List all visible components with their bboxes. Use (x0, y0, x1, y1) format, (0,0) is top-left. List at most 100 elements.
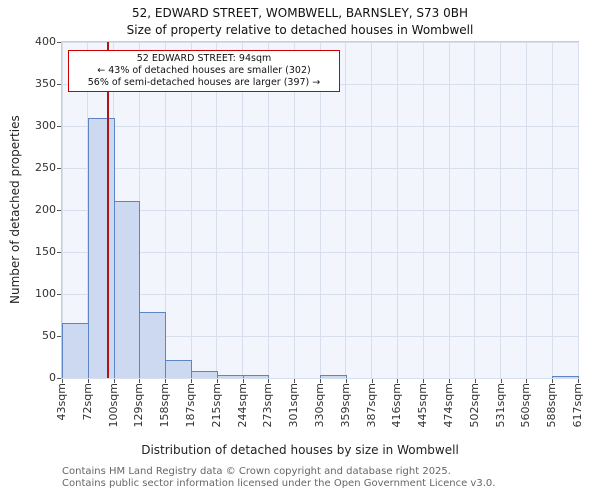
y-tick-label: 400 (35, 35, 56, 48)
x-tick-label: 445sqm (416, 383, 430, 428)
x-tick-label: 215sqm (209, 383, 223, 428)
grid-line-vertical (577, 42, 579, 378)
x-tick-label: 100sqm (106, 383, 120, 428)
histogram-bar (87, 117, 115, 378)
grid-line-vertical (345, 42, 347, 378)
footer-line-2: Contains public sector information licen… (62, 477, 496, 489)
x-tick-mark (449, 379, 450, 383)
x-tick-mark (526, 379, 528, 383)
footer-line-1: Contains HM Land Registry data © Crown c… (62, 466, 451, 477)
grid-line-vertical (500, 42, 502, 378)
y-tick-label: 250 (35, 161, 56, 174)
histogram-bar (191, 371, 218, 378)
grid-line-vertical (396, 42, 398, 378)
marker-line (107, 42, 109, 378)
grid-line-vertical (267, 42, 269, 378)
y-tick-mark (57, 336, 61, 337)
y-tick-mark (57, 84, 61, 85)
x-tick-mark (62, 379, 63, 383)
y-tick-mark (57, 294, 61, 295)
annotation-line-1: 52 EDWARD STREET: 94sqm (136, 53, 272, 64)
histogram-bar (216, 375, 244, 378)
histogram-bar (62, 323, 89, 378)
y-tick-mark (57, 42, 61, 43)
title-line-2: Size of property relative to detached ho… (126, 23, 474, 37)
title-line-1: 52, EDWARD STREET, WOMBWELL, BARNSLEY, S… (131, 6, 469, 20)
grid-line-horizontal (62, 377, 578, 379)
grid-line-vertical (551, 42, 553, 378)
y-tick-label: 0 (49, 371, 56, 384)
x-tick-label: 273sqm (261, 383, 275, 428)
y-tick-label: 100 (35, 287, 56, 300)
y-tick-mark (57, 210, 61, 211)
x-tick-label: 474sqm (442, 383, 455, 428)
x-tick-mark (139, 379, 141, 383)
histogram-bar (165, 359, 192, 378)
grid-line-vertical (242, 42, 244, 378)
histogram-bar (139, 312, 167, 378)
x-tick-label: 187sqm (184, 383, 197, 428)
x-tick-mark (474, 379, 476, 383)
x-tick-label: 72sqm (80, 383, 94, 421)
x-tick-mark (320, 379, 321, 383)
histogram-bar (113, 200, 141, 378)
y-tick-mark (57, 126, 61, 127)
x-tick-label: 359sqm (338, 383, 352, 428)
x-tick-label: 244sqm (235, 383, 249, 428)
x-tick-label: 531sqm (493, 383, 507, 428)
x-tick-label: 502sqm (467, 383, 481, 428)
x-tick-label: 560sqm (519, 383, 533, 428)
chart-title: 52, EDWARD STREET, WOMBWELL, BARNSLEY, S… (0, 5, 600, 39)
y-tick-label: 300 (35, 119, 56, 132)
grid-line-vertical (61, 42, 63, 378)
x-tick-mark (578, 379, 579, 383)
y-tick-label: 200 (35, 203, 56, 216)
x-tick-label: 330sqm (313, 383, 326, 428)
grid-line-vertical (448, 42, 450, 378)
x-tick-mark (165, 379, 167, 383)
histogram-bar (552, 376, 579, 378)
x-tick-label: 158sqm (158, 383, 172, 428)
grid-line-vertical (474, 42, 476, 378)
grid-line-vertical (164, 42, 166, 378)
x-tick-mark (216, 379, 218, 383)
grid-line-vertical (293, 42, 295, 378)
x-tick-mark (268, 379, 270, 383)
x-tick-mark (345, 379, 347, 383)
grid-line-vertical (422, 42, 424, 378)
y-tick-label: 150 (35, 245, 56, 258)
x-tick-mark (423, 379, 425, 383)
y-tick-mark (57, 252, 61, 253)
x-tick-mark (87, 379, 89, 383)
x-tick-label: 301sqm (287, 383, 301, 428)
y-tick-mark (57, 168, 61, 169)
annotation-box: 52 EDWARD STREET: 94sqm ← 43% of detache… (68, 50, 340, 92)
y-tick-label: 350 (35, 77, 56, 90)
grid-line-vertical (371, 42, 373, 378)
x-axis-label: Distribution of detached houses by size … (141, 443, 459, 457)
x-tick-mark (371, 379, 373, 383)
histogram-bar (320, 375, 347, 378)
grid-line-vertical (319, 42, 321, 378)
x-tick-label: 617sqm (571, 383, 584, 428)
grid-line-vertical (525, 42, 527, 378)
x-tick-mark (242, 379, 244, 383)
x-tick-mark (500, 379, 502, 383)
annotation-line-2: ← 43% of detached houses are smaller (30… (97, 65, 311, 76)
x-tick-mark (397, 379, 399, 383)
x-tick-label: 588sqm (545, 383, 559, 428)
x-tick-mark (552, 379, 554, 383)
plot-area: 52 EDWARD STREET: 94sqm ← 43% of detache… (61, 41, 579, 379)
x-tick-mark (113, 379, 115, 383)
x-tick-mark (191, 379, 192, 383)
x-tick-label: 129sqm (132, 383, 146, 428)
x-tick-label: 43sqm (55, 383, 68, 421)
footer: Contains HM Land Registry data © Crown c… (62, 466, 495, 489)
annotation-line-3: 56% of semi-detached houses are larger (… (87, 77, 321, 88)
x-tick-label: 387sqm (364, 383, 378, 428)
histogram-bar (242, 375, 270, 378)
grid-line-vertical (216, 42, 218, 378)
y-tick-mark (57, 378, 61, 379)
x-tick-mark (294, 379, 296, 383)
